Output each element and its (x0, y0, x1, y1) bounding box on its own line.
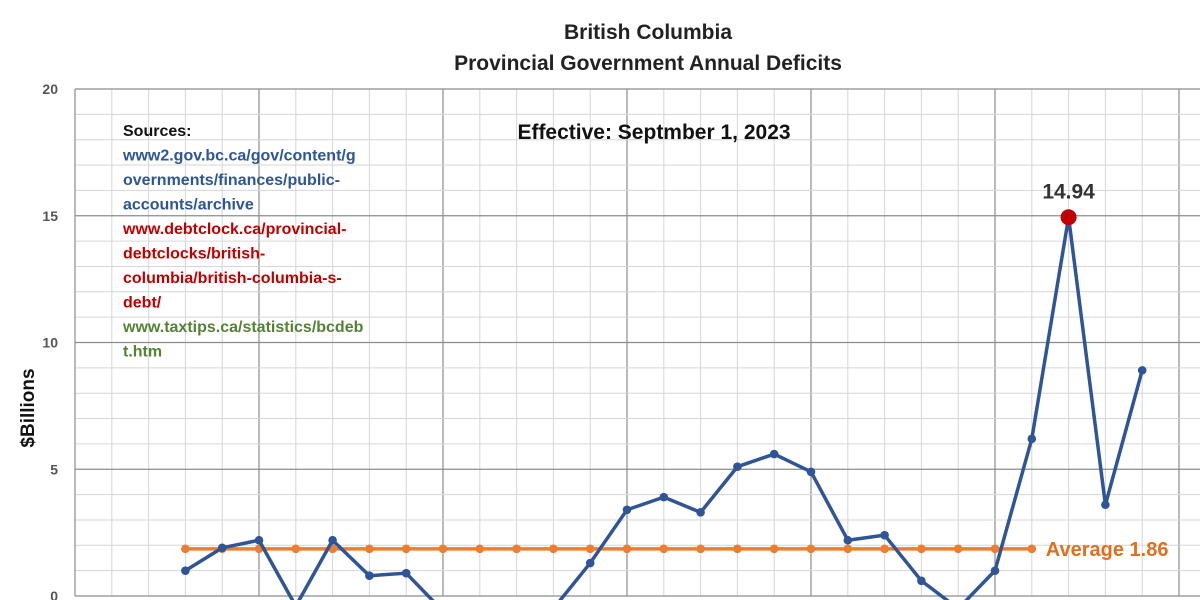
average-point (806, 544, 816, 554)
deficit-point (806, 467, 816, 477)
deficit-point (843, 535, 853, 545)
average-point (696, 544, 705, 554)
deficit-point (917, 576, 926, 586)
deficit-point (328, 535, 337, 545)
peak-point (1060, 209, 1077, 226)
deficit-point (181, 566, 190, 575)
peak-value-label: 14.94 (1042, 180, 1095, 203)
deficit-point (1137, 366, 1147, 375)
average-point (733, 544, 742, 554)
average-point (365, 544, 374, 554)
deficit-point (401, 568, 411, 578)
average-point (769, 544, 779, 554)
deficit-point (769, 449, 779, 459)
average-point (401, 544, 411, 554)
average-point (1027, 544, 1037, 554)
average-point (181, 544, 190, 554)
sources-block: Sources: www2.gov.bc.ca/gov/content/g over… (122, 123, 364, 361)
deficit-point (990, 566, 1000, 575)
deficit-point (733, 462, 742, 472)
average-point (843, 544, 853, 554)
average-point (585, 544, 595, 554)
sources-heading: Sources: (123, 123, 191, 140)
average-point (917, 544, 926, 554)
y-tick-label: 20 (42, 81, 58, 97)
deficit-point (659, 492, 669, 502)
series-group (181, 209, 1147, 600)
deficit-point (1101, 500, 1110, 510)
deficit-point (585, 558, 595, 568)
source-line: debtclocks/british- (123, 246, 265, 263)
annotation-effective-date: Effective: Septmber 1, 2023 (517, 121, 790, 144)
y-tick-label: 15 (42, 208, 58, 224)
y-tick-label: 0 (50, 588, 58, 600)
chart-title: British Columbia Provincial Government A… (454, 21, 842, 75)
deficit-point (1027, 434, 1037, 444)
chart-title-line-2: Provincial Government Annual Deficits (454, 52, 842, 75)
average-point (291, 544, 301, 554)
deficit-point (880, 530, 889, 540)
average-point (512, 544, 521, 554)
deficit-point (217, 543, 227, 553)
average-point (438, 544, 448, 554)
deficit-point (365, 571, 374, 581)
source-line: www2.gov.bc.ca/gov/content/g (122, 148, 356, 165)
source-line: accounts/archive (123, 197, 254, 214)
average-label: Average 1.86 (1046, 539, 1169, 561)
y-axis-label: $Billions (18, 368, 39, 447)
average-point (475, 544, 485, 554)
source-line: columbia/british-columbia-s- (123, 270, 342, 287)
source-line: t.htm (123, 344, 162, 361)
source-line: debt/ (123, 295, 162, 312)
average-point (990, 544, 1000, 554)
series-labels: Average 1.86 14.94 (1042, 180, 1168, 561)
average-point (880, 544, 889, 554)
average-point (953, 544, 963, 554)
average-point (659, 544, 669, 554)
average-point (622, 544, 632, 554)
deficit-point (622, 505, 632, 515)
y-tick-label: 10 (42, 335, 58, 351)
y-axis-ticks: 0 5 10 15 20 (42, 81, 58, 600)
deficit-point (696, 508, 705, 517)
source-line: overnments/finances/public- (123, 172, 340, 189)
source-line: www.taxtips.ca/statistics/bcdeb (122, 319, 364, 336)
average-point (549, 544, 558, 554)
y-tick-label: 5 (50, 461, 58, 477)
grid (74, 88, 1200, 597)
source-line: www.debtclock.ca/provincial- (122, 221, 346, 238)
chart-title-line-1: British Columbia (564, 21, 732, 44)
deficit-point (254, 535, 264, 545)
